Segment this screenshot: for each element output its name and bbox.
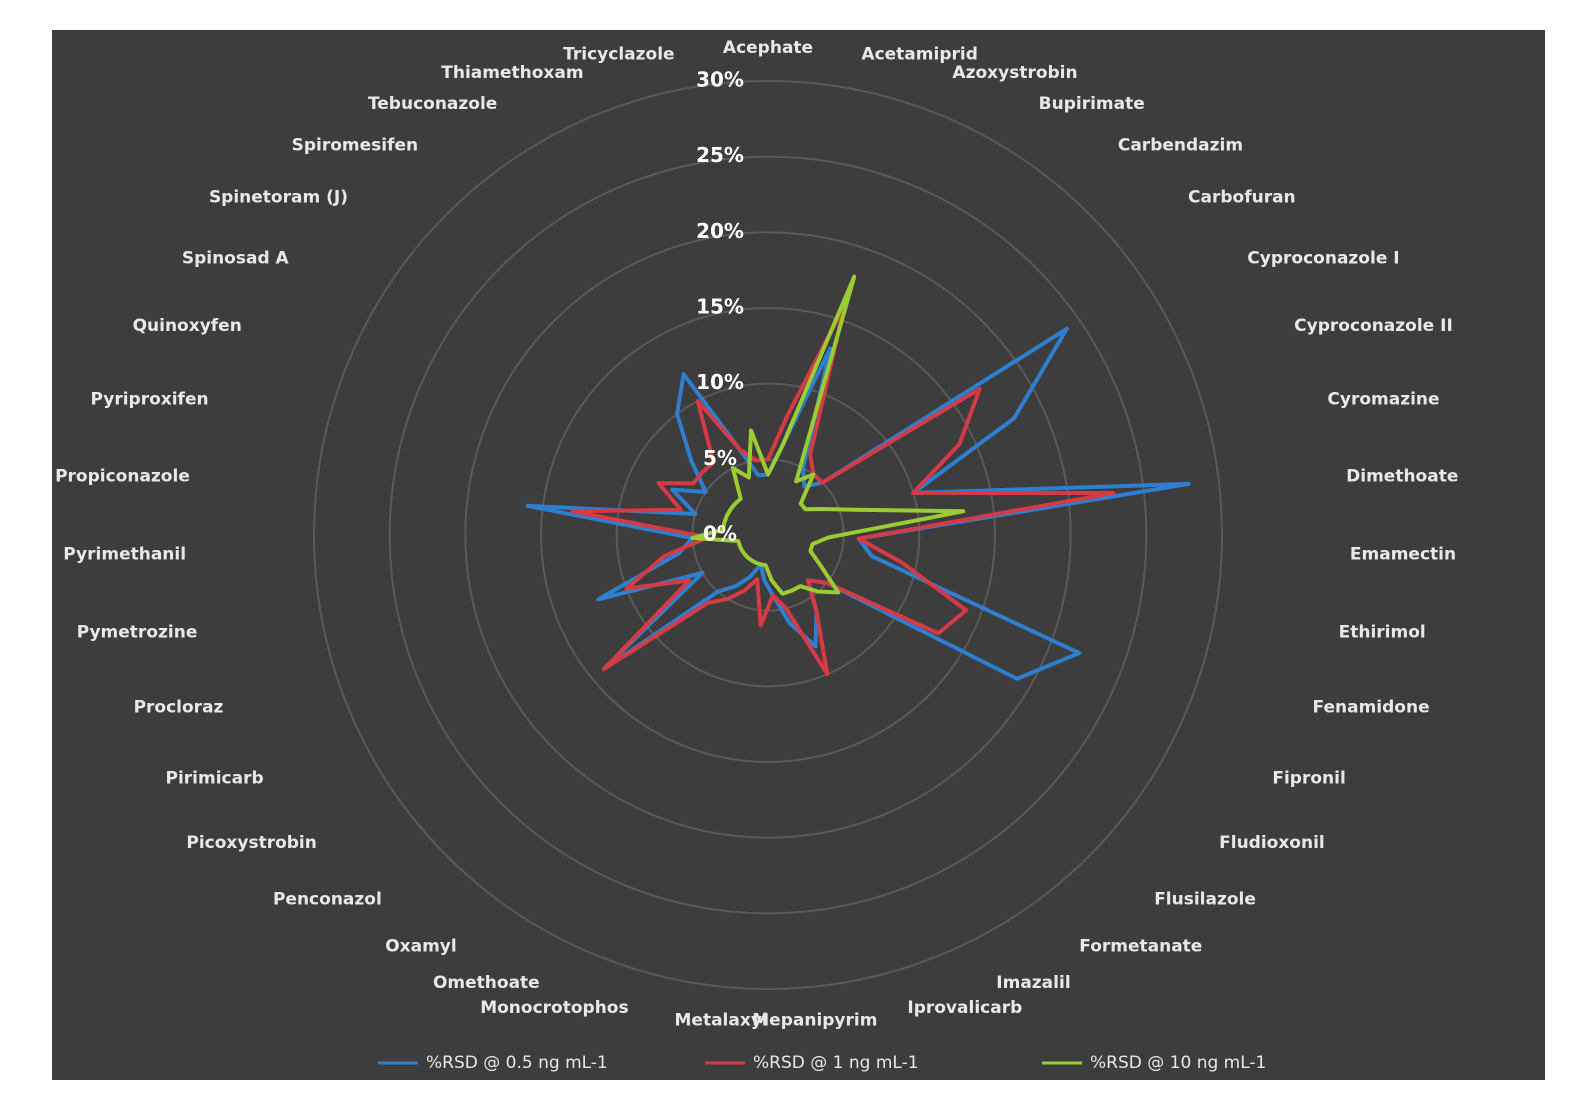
category-label: Spinosad A — [182, 248, 290, 268]
category-label: Flusilazole — [1154, 890, 1256, 910]
grid-ring — [388, 155, 1148, 915]
category-label: Quinoxyfen — [133, 316, 242, 336]
category-label: Tebuconazole — [368, 94, 497, 114]
category-label: Omethoate — [433, 973, 540, 993]
y-tick-label: 30% — [696, 68, 744, 92]
category-label: Thiamethoxam — [441, 63, 583, 83]
category-label: Azoxystrobin — [952, 63, 1077, 83]
category-label: Pyriproxifen — [90, 390, 208, 410]
category-label: Formetanate — [1079, 937, 1202, 957]
category-label: Carbendazim — [1118, 136, 1243, 156]
legend-label: %RSD @ 0.5 ng mL-1 — [426, 1053, 608, 1073]
series-line — [570, 303, 1116, 677]
category-label: Fludioxonil — [1219, 833, 1325, 853]
legend-label: %RSD @ 1 ng mL-1 — [753, 1053, 919, 1073]
category-label: Iprovalicarb — [907, 998, 1022, 1018]
grid-ring — [313, 80, 1223, 990]
series-line — [525, 326, 1191, 681]
category-label: Ethirimol — [1339, 622, 1426, 642]
chart-background — [52, 30, 1545, 1080]
grid-ring — [540, 307, 996, 763]
category-label: Fipronil — [1272, 769, 1345, 789]
series-line — [690, 274, 966, 596]
category-label: Cyproconazole I — [1247, 248, 1399, 268]
category-label: Emamectin — [1350, 545, 1456, 565]
y-tick-label: 20% — [696, 219, 744, 243]
y-tick-label: 10% — [696, 370, 744, 394]
category-label: Picoxystrobin — [186, 833, 317, 853]
grid-ring — [615, 382, 921, 688]
category-label: Oxamyl — [385, 937, 457, 957]
legend-label: %RSD @ 10 ng mL-1 — [1090, 1053, 1266, 1073]
category-label: Penconazol — [273, 890, 382, 910]
category-label: Acetamiprid — [861, 44, 977, 64]
category-label: Pyrimethanil — [63, 545, 186, 565]
category-label: Tricyclazole — [563, 44, 674, 64]
category-label: Procloraz — [134, 698, 224, 718]
category-label: Mepanipyrim — [752, 1010, 877, 1030]
y-tick-label: 0% — [703, 522, 737, 546]
category-label: Cyromazine — [1327, 390, 1439, 410]
category-label: Spinetoram (J) — [209, 188, 348, 208]
category-label: Acephate — [723, 38, 813, 58]
category-label: Dimethoate — [1346, 466, 1458, 486]
category-label: Monocrotophos — [480, 998, 628, 1018]
y-tick-label: 15% — [696, 295, 744, 319]
y-tick-label: 5% — [703, 446, 737, 470]
category-label: Cyproconazole II — [1294, 316, 1453, 336]
category-label: Imazalil — [996, 973, 1070, 993]
category-label: Metalaxyl — [675, 1010, 768, 1030]
y-tick-label: 25% — [696, 143, 744, 167]
grid-ring — [464, 231, 1072, 839]
category-label: Propiconazole — [55, 466, 190, 486]
category-label: Spiromesifen — [292, 136, 419, 156]
category-label: Pirimicarb — [165, 769, 263, 789]
category-label: Pymetrozine — [77, 622, 198, 642]
category-label: Fenamidone — [1313, 698, 1430, 718]
category-label: Carbofuran — [1188, 188, 1296, 208]
category-label: Bupirimate — [1039, 94, 1145, 114]
